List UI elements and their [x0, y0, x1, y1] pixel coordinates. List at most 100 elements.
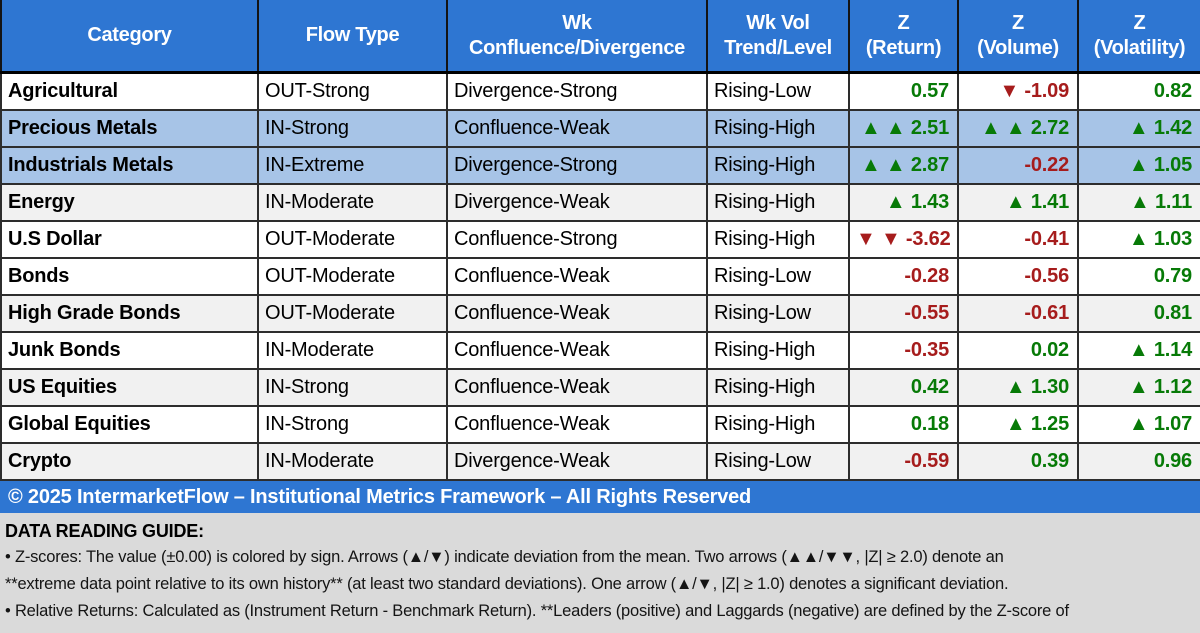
cell-confluence-divergence: Divergence-Weak	[446, 442, 708, 481]
col-header-vol-trend-level: Wk Vol Trend/Level	[706, 0, 850, 74]
cell-vol-trend-level: Rising-High	[706, 220, 850, 259]
cell-z-volatility: ▲ 1.42	[1077, 109, 1200, 148]
cell-flow-type: IN-Moderate	[257, 331, 448, 370]
cell-z-volatility: 0.81	[1077, 294, 1200, 333]
cell-vol-trend-level: Rising-Low	[706, 71, 850, 111]
cell-z-volume: ▼ -1.09	[957, 71, 1079, 111]
cell-category: U.S Dollar	[0, 220, 259, 259]
cell-category: Precious Metals	[0, 109, 259, 148]
cell-vol-trend-level: Rising-Low	[706, 294, 850, 333]
cell-confluence-divergence: Confluence-Weak	[446, 368, 708, 407]
table-row: Junk Bonds IN-Moderate Confluence-Weak Risi…	[0, 331, 1200, 370]
cell-z-volume: 0.02	[957, 331, 1079, 370]
cell-vol-trend-level: Rising-High	[706, 146, 850, 185]
table-row: US Equities IN-Strong Confluence-Weak Risin…	[0, 368, 1200, 407]
cell-z-return: 0.42	[848, 368, 959, 407]
table-row: High Grade Bonds OUT-Moderate Confluence-W…	[0, 294, 1200, 333]
col-header-z-return: Z (Return)	[848, 0, 959, 74]
cell-confluence-divergence: Confluence-Weak	[446, 109, 708, 148]
guide-line-zscores: • Z-scores: The value (±0.00) is colored…	[5, 548, 1004, 566]
cell-confluence-divergence: Confluence-Weak	[446, 331, 708, 370]
cell-z-volatility: ▲ 1.12	[1077, 368, 1200, 407]
cell-confluence-divergence: Divergence-Strong	[446, 146, 708, 185]
header-row: Category Flow Type Wk Confluence/Divergen…	[0, 0, 1200, 74]
guide-line-extreme: **extreme data point relative to its own…	[5, 575, 1009, 593]
table-body: Agricultural OUT-Strong Divergence-Strong R…	[0, 71, 1200, 481]
cell-z-volatility: ▲ 1.07	[1077, 405, 1200, 444]
guide-line-relative-returns: • Relative Returns: Calculated as (Instr…	[5, 602, 1069, 620]
cell-z-volume: -0.22	[957, 146, 1079, 185]
col-header-z-volume: Z (Volume)	[957, 0, 1079, 74]
cell-vol-trend-level: Rising-High	[706, 331, 850, 370]
cell-z-return: -0.35	[848, 331, 959, 370]
table-row: Crypto IN-Moderate Divergence-Weak Rising-L…	[0, 442, 1200, 481]
cell-z-volume: ▲ 1.30	[957, 368, 1079, 407]
cell-category: Agricultural	[0, 71, 259, 111]
cell-z-volume: ▲ 1.25	[957, 405, 1079, 444]
cell-category: Global Equities	[0, 405, 259, 444]
cell-category: Energy	[0, 183, 259, 222]
cell-flow-type: OUT-Moderate	[257, 294, 448, 333]
cell-flow-type: IN-Strong	[257, 368, 448, 407]
cell-z-return: 0.18	[848, 405, 959, 444]
cell-z-volatility: 0.82	[1077, 71, 1200, 111]
cell-confluence-divergence: Confluence-Weak	[446, 257, 708, 296]
cell-z-return: ▲ ▲ 2.51	[848, 109, 959, 148]
table-row: Industrials Metals IN-Extreme Divergence-S…	[0, 146, 1200, 185]
cell-flow-type: OUT-Moderate	[257, 257, 448, 296]
table-row: Bonds OUT-Moderate Confluence-Weak Rising-L…	[0, 257, 1200, 296]
cell-category: Industrials Metals	[0, 146, 259, 185]
cell-flow-type: OUT-Moderate	[257, 220, 448, 259]
cell-z-volatility: ▲ 1.11	[1077, 183, 1200, 222]
cell-category: Bonds	[0, 257, 259, 296]
cell-z-return: ▲ 1.43	[848, 183, 959, 222]
cell-category: US Equities	[0, 368, 259, 407]
cell-flow-type: IN-Strong	[257, 405, 448, 444]
col-header-confluence-divergence: Wk Confluence/Divergence	[446, 0, 708, 74]
table-row: Precious Metals IN-Strong Confluence-Weak R…	[0, 109, 1200, 148]
cell-vol-trend-level: Rising-High	[706, 368, 850, 407]
cell-vol-trend-level: Rising-Low	[706, 442, 850, 481]
cell-confluence-divergence: Confluence-Weak	[446, 294, 708, 333]
cell-z-volume: -0.41	[957, 220, 1079, 259]
cell-z-return: 0.57	[848, 71, 959, 111]
cell-z-volume: ▲ ▲ 2.72	[957, 109, 1079, 148]
cell-z-return: ▼ ▼ -3.62	[848, 220, 959, 259]
cell-vol-trend-level: Rising-High	[706, 183, 850, 222]
metrics-table: Category Flow Type Wk Confluence/Divergen…	[0, 0, 1200, 481]
cell-flow-type: IN-Extreme	[257, 146, 448, 185]
cell-confluence-divergence: Divergence-Weak	[446, 183, 708, 222]
cell-z-volume: -0.56	[957, 257, 1079, 296]
cell-z-volatility: 0.79	[1077, 257, 1200, 296]
cell-confluence-divergence: Divergence-Strong	[446, 71, 708, 111]
copyright-text: © 2025 IntermarketFlow – Institutional M…	[8, 485, 752, 508]
cell-z-volume: -0.61	[957, 294, 1079, 333]
cell-z-volatility: 0.96	[1077, 442, 1200, 481]
table-row: U.S Dollar OUT-Moderate Confluence-Strong R…	[0, 220, 1200, 259]
cell-z-return: -0.59	[848, 442, 959, 481]
cell-category: Crypto	[0, 442, 259, 481]
col-header-category: Category	[0, 0, 259, 74]
cell-confluence-divergence: Confluence-Strong	[446, 220, 708, 259]
guide-title: DATA READING GUIDE:	[5, 521, 204, 541]
cell-vol-trend-level: Rising-High	[706, 405, 850, 444]
data-reading-guide: DATA READING GUIDE: • Z-scores: The valu…	[0, 513, 1200, 625]
cell-confluence-divergence: Confluence-Weak	[446, 405, 708, 444]
cell-z-return: -0.28	[848, 257, 959, 296]
cell-z-volatility: ▲ 1.05	[1077, 146, 1200, 185]
cell-category: High Grade Bonds	[0, 294, 259, 333]
col-header-flow-type: Flow Type	[257, 0, 448, 74]
cell-z-volume: 0.39	[957, 442, 1079, 481]
cell-flow-type: IN-Strong	[257, 109, 448, 148]
cell-z-return: -0.55	[848, 294, 959, 333]
cell-flow-type: IN-Moderate	[257, 442, 448, 481]
cell-vol-trend-level: Rising-Low	[706, 257, 850, 296]
col-header-z-volatility: Z (Volatility)	[1077, 0, 1200, 74]
cell-flow-type: IN-Moderate	[257, 183, 448, 222]
cell-z-volatility: ▲ 1.03	[1077, 220, 1200, 259]
cell-vol-trend-level: Rising-High	[706, 109, 850, 148]
copyright-bar: © 2025 IntermarketFlow – Institutional M…	[0, 481, 1200, 513]
cell-z-volume: ▲ 1.41	[957, 183, 1079, 222]
table-row: Global Equities IN-Strong Confluence-Weak R…	[0, 405, 1200, 444]
cell-z-volatility: ▲ 1.14	[1077, 331, 1200, 370]
